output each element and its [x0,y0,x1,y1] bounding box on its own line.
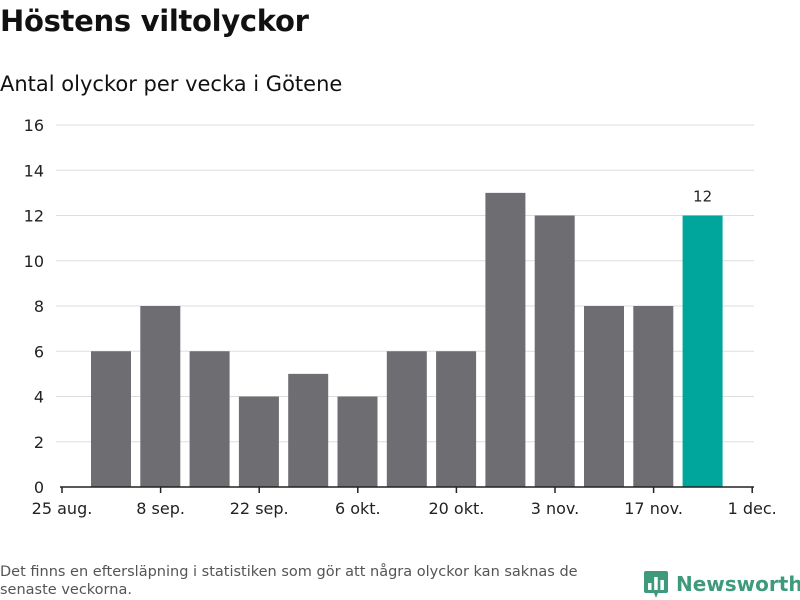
data-label: 12 [693,188,712,206]
chart-subtitle: Antal olyckor per vecka i Götene [0,72,343,96]
footnote: Det finns en eftersläpning i statistiken… [0,564,578,598]
y-tick-label: 0 [34,478,44,497]
x-tick-label: 6 okt. [335,499,381,518]
y-tick-label: 6 [34,342,44,361]
x-tick-label: 17 nov. [624,499,683,518]
bar [485,192,526,487]
bar [436,351,477,487]
x-tick-label: 3 nov. [531,499,580,518]
x-tick-label: 1 dec. [728,499,777,518]
y-tick-label: 4 [34,388,44,407]
bar-highlighted [682,215,723,487]
x-tick-label: 8 sep. [136,499,185,518]
y-tick-label: 10 [24,252,44,271]
y-tick-label: 2 [34,433,44,452]
bar [386,351,427,487]
x-tick-label: 22 sep. [230,499,289,518]
bar [288,373,329,487]
bar [633,306,674,487]
y-tick-label: 16 [24,116,44,135]
y-tick-label: 8 [34,297,44,316]
newsworthy-logo-icon [644,570,668,598]
bar [91,351,131,487]
bar [140,306,181,487]
x-tick-label: 25 aug. [32,499,93,518]
bar [534,215,575,487]
bar [238,396,279,487]
newsworthy-logo: Newsworthy [644,568,800,600]
y-tick-label: 14 [24,161,44,180]
logo-text: Newsworthy [676,572,800,596]
bar [337,396,378,487]
x-tick-label: 20 okt. [428,499,484,518]
y-tick-label: 12 [24,207,44,226]
bar [189,351,230,487]
bar-chart: 0 2 4 6 8 10 12 14 16 12 25 aug. 8 sep. 22 sep. 6 okt… [24,116,777,518]
bar [584,306,624,487]
chart-title: Höstens viltolyckor [0,4,309,38]
